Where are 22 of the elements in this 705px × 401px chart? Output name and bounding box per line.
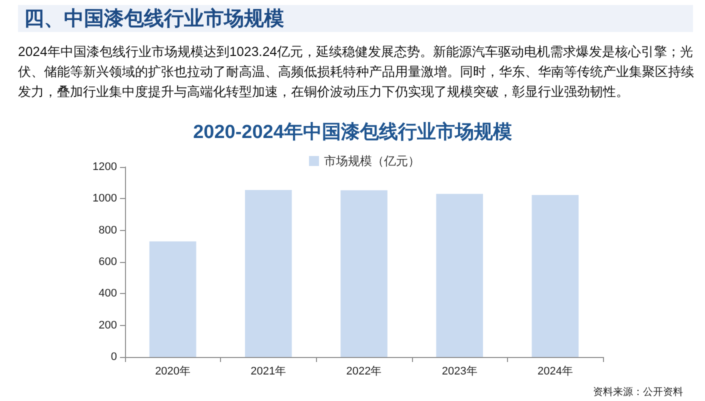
text: 2024年中国漆包线行业市场规模达到1023.24亿元，延续稳健发展态势。新能源汽车驱动电机需求爆发是核心引擎；光伏、储能等新兴领域的扩张也拉动了耐高温、高频低损耗特种产品用量激增。同时，华东、华南等传统产业集聚区持续发力，叠加行业集中度提升与高端化转型加速，在铜价波动压力下仍实现了规模突破，彰显行业强劲韧性。 — [18, 43, 694, 101]
x-tick-label: 2020年 — [155, 366, 191, 378]
bar — [436, 194, 484, 357]
y-tick-label: 400 — [98, 288, 117, 300]
text: 四、中国漆包线行业市场规模 — [24, 7, 284, 31]
x-tick-label: 2024年 — [537, 366, 573, 378]
y-tick-label: 200 — [98, 319, 117, 332]
y-tick-label: 1000 — [92, 192, 117, 205]
x-tick-label: 2023年 — [442, 366, 478, 378]
chart-title: 2020-2024年中国漆包线行业市场规模 — [193, 121, 512, 143]
text: 资料来源：公开资料 — [593, 386, 683, 399]
x-tick-label: 2021年 — [250, 366, 286, 378]
x-tick-label: 2022年 — [346, 366, 382, 378]
bar — [149, 241, 196, 357]
bar — [244, 190, 292, 357]
legend-label: 市场规模（亿元） — [324, 154, 420, 168]
bar — [340, 190, 388, 357]
y-tick-label: 600 — [98, 256, 117, 268]
bar — [532, 195, 579, 357]
y-tick-label: 800 — [98, 224, 117, 236]
y-tick-label: 0 — [110, 351, 117, 363]
y-tick-label: 1200 — [92, 161, 117, 173]
